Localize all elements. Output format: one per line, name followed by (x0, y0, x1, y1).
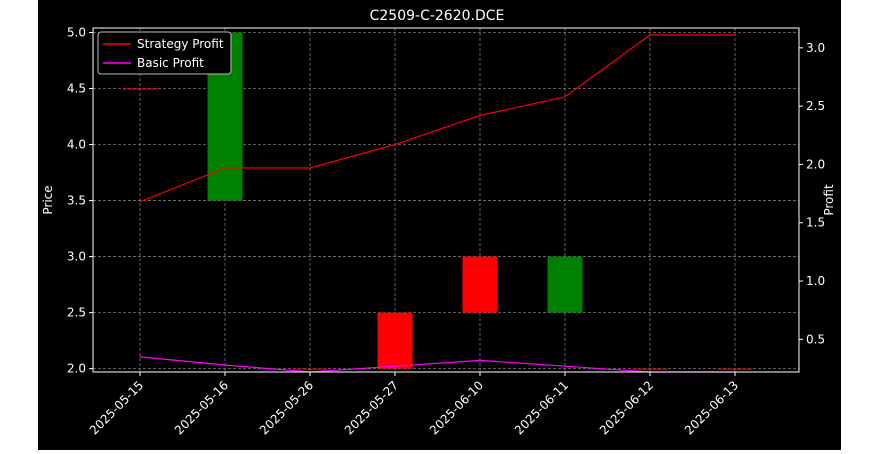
chart-title: C2509-C-2620.DCE (370, 8, 505, 24)
x-tick-label: 2025-05-27 (342, 378, 401, 437)
left-tick-label: 4.0 (67, 138, 86, 152)
chart-figure: C2509-C-2620.DCE 2.0 2.5 3.0 3.5 4.0 4.5 5.0 0… (38, 0, 841, 450)
candle (122, 88, 158, 90)
x-tick-label: 2025-05-26 (257, 378, 316, 437)
left-axis-label: Price (41, 185, 55, 214)
legend-box (97, 31, 232, 75)
basic-profit-line (139, 356, 735, 373)
left-tick-label: 2.0 (67, 362, 86, 376)
x-tick-label: 2025-06-11 (512, 378, 571, 437)
right-tick-label: 2.5 (806, 99, 825, 113)
x-axis: 2025-05-15 2025-05-16 2025-05-26 2025-05-27… (87, 372, 741, 437)
right-tick-label: 1.5 (806, 216, 825, 230)
right-tick-label: 3.0 (806, 41, 825, 55)
left-tick-label: 3.5 (67, 194, 86, 208)
x-tick-label: 2025-06-12 (597, 378, 656, 437)
legend-basic-label: Basic Profit (137, 56, 204, 70)
candle (377, 312, 413, 369)
right-tick-label: 0.5 (806, 332, 825, 346)
candles (122, 32, 753, 370)
strategy-profit-line (139, 34, 735, 203)
left-axis: 2.0 2.5 3.0 3.5 4.0 4.5 5.0 (67, 25, 93, 376)
left-tick-label: 5.0 (67, 25, 86, 39)
candle (632, 368, 668, 370)
left-tick-label: 4.5 (67, 82, 86, 96)
right-axis-label: Profit (822, 184, 836, 216)
legend: Strategy Profit Basic Profit (97, 31, 232, 75)
profit-lines (139, 34, 735, 373)
chart-svg: C2509-C-2620.DCE 2.0 2.5 3.0 3.5 4.0 4.5 5.0 0… (41, 8, 836, 437)
left-tick-label: 2.5 (67, 306, 86, 320)
grid-lines (93, 28, 799, 372)
candle (292, 368, 328, 370)
plot-frame (92, 27, 800, 373)
x-tick-label: 2025-05-15 (87, 378, 146, 437)
candle (717, 368, 753, 370)
right-tick-label: 1.0 (806, 274, 825, 288)
legend-strategy-label: Strategy Profit (137, 37, 224, 51)
x-tick-label: 2025-06-10 (427, 378, 486, 437)
candle (462, 256, 498, 313)
candle (547, 256, 583, 313)
x-tick-label: 2025-06-13 (682, 378, 741, 437)
x-tick-label: 2025-05-16 (172, 378, 231, 437)
right-tick-label: 2.0 (806, 157, 825, 171)
right-axis: 0.5 1.0 1.5 2.0 2.5 3.0 (799, 41, 825, 346)
left-tick-label: 3.0 (67, 250, 86, 264)
